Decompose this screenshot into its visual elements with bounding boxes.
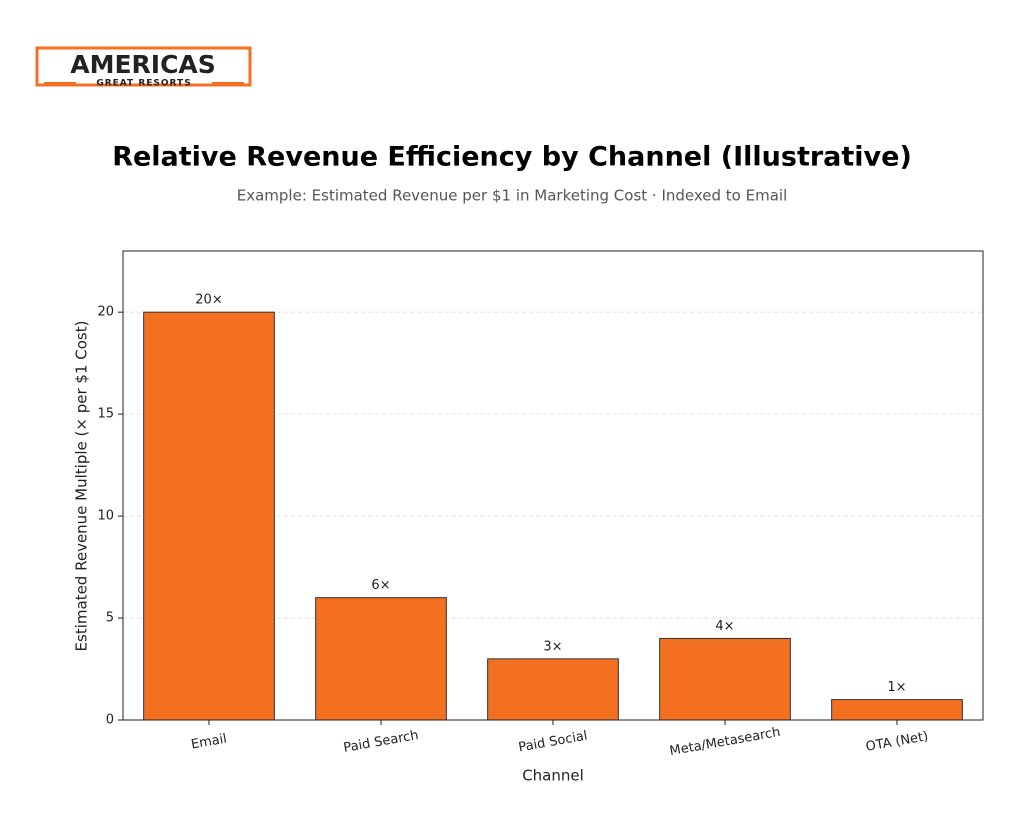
y-tick-label: 0 [106, 713, 114, 728]
logo: AMERICAS GREAT RESORTS [35, 46, 252, 89]
value-label: 1× [887, 680, 906, 695]
x-axis-label: Channel [522, 767, 584, 785]
plot-frame [122, 250, 984, 721]
x-tick-label: Email [190, 731, 228, 752]
chart-subtitle: Example: Estimated Revenue per $1 in Mar… [237, 187, 788, 205]
chart-title: Relative Revenue Efficiency by Channel (… [112, 142, 912, 173]
x-tick-label: Paid Social [517, 729, 588, 756]
x-tick-label: Meta/Metasearch [668, 725, 781, 759]
x-tick-label: Paid Search [342, 728, 419, 756]
y-tick-label: 15 [97, 407, 114, 422]
value-label: 6× [371, 578, 390, 593]
logo-tagline: GREAT RESORTS [96, 79, 191, 89]
value-label: 20× [195, 293, 222, 308]
y-tick-label: 5 [106, 611, 114, 626]
bar [487, 658, 619, 721]
bar [143, 311, 275, 721]
bar [659, 637, 791, 721]
x-tick-label: OTA (Net) [865, 729, 930, 755]
bar [315, 597, 447, 721]
logo-frame [35, 46, 252, 87]
y-tick-label: 10 [97, 509, 114, 524]
y-tick-label: 20 [97, 305, 114, 320]
value-label: 4× [715, 619, 734, 634]
bar [831, 699, 963, 721]
y-axis-label: Estimated Revenue Multiple (× per $1 Cos… [73, 321, 91, 652]
logo-name: AMERICAS [70, 50, 216, 79]
value-label: 3× [543, 639, 562, 654]
